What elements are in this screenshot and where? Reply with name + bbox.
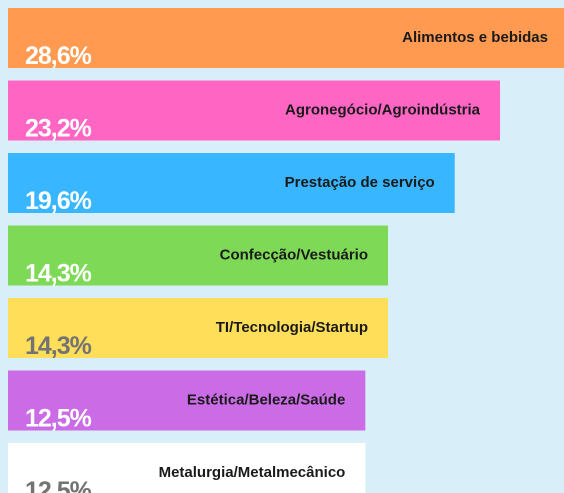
bar <box>8 8 564 68</box>
category-label: Agronegócio/Agroindústria <box>285 101 481 118</box>
bar <box>8 298 388 358</box>
category-label: Estética/Beleza/Saúde <box>187 391 345 408</box>
bar <box>8 443 366 493</box>
value-label: 14,3% <box>25 260 92 288</box>
category-label: Confecção/Vestuário <box>220 246 368 263</box>
category-label: Prestação de serviço <box>285 174 435 191</box>
category-label: TI/Tecnologia/Startup <box>216 319 368 336</box>
value-label: 12,5% <box>25 477 92 493</box>
value-label: 14,3% <box>25 332 92 360</box>
bar <box>8 225 388 286</box>
value-label: 28,6% <box>25 42 92 70</box>
category-label: Metalurgia/Metalmecânico <box>159 464 346 481</box>
value-label: 23,2% <box>25 115 92 143</box>
bar <box>8 80 501 141</box>
bar <box>8 153 455 213</box>
value-label: 19,6% <box>25 187 92 215</box>
value-label: 12,5% <box>25 405 92 433</box>
category-label: Alimentos e bebidas <box>402 29 548 46</box>
bar <box>8 370 366 431</box>
